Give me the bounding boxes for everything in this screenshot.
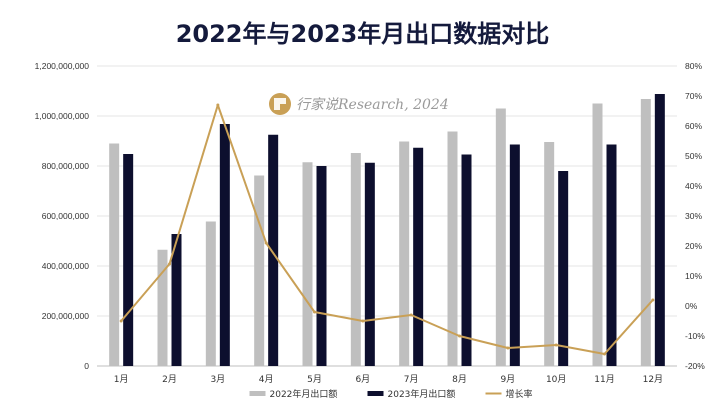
bar-2023	[606, 144, 617, 366]
bar-2022	[447, 131, 458, 366]
y-right-tick-label: -10%	[685, 331, 705, 341]
growth-rate-point	[361, 319, 365, 323]
y-left-tick-label: 400,000,000	[42, 261, 90, 271]
x-tick-label: 12月	[643, 374, 663, 385]
growth-rate-line	[120, 104, 654, 355]
legend-swatch	[367, 391, 384, 396]
growth-rate-point	[506, 346, 510, 350]
bar-2022	[640, 99, 651, 366]
bar-2023	[171, 234, 182, 366]
x-tick-label: 11月	[594, 374, 614, 385]
bar-2023	[268, 134, 279, 366]
bar-2022	[157, 249, 168, 366]
growth-rate-point	[554, 343, 558, 347]
bar-2023	[558, 171, 569, 366]
y-right-tick-label: 10%	[685, 271, 702, 281]
bar-2022	[592, 103, 603, 366]
y-left-tick-label: 200,000,000	[42, 311, 90, 321]
bar-2023	[364, 162, 375, 366]
bar-2022	[302, 162, 313, 366]
bar-2022	[544, 142, 555, 366]
x-tick-label: 4月	[259, 374, 274, 385]
y-right-tick-label: 70%	[685, 91, 702, 101]
legend: 2022年月出口额 2023年月出口额 增长率	[249, 388, 533, 400]
x-tick-label: 2月	[162, 374, 177, 385]
brand-logo-mark	[274, 98, 286, 110]
y-right-tick-label: -20%	[685, 361, 705, 371]
y-left-tick-label: 0	[84, 361, 89, 371]
growth-rate-point	[458, 334, 461, 338]
x-tick-label: 7月	[404, 374, 419, 385]
y-right-tick-label: 60%	[685, 121, 702, 131]
growth-rate-point	[119, 319, 123, 323]
y-left-tick-label: 1,200,000,000	[35, 61, 90, 71]
growth-rate-point	[603, 352, 606, 356]
bar-2022	[495, 108, 506, 366]
legend-label: 增长率	[506, 388, 533, 400]
growth-rate-point	[313, 310, 316, 314]
chart-title: 2022年与2023年月出口数据对比	[175, 20, 550, 48]
y-right-tick-label: 80%	[685, 61, 702, 71]
axis-layer: 0 200,000,000 400,000,000 600,000,000 800,00…	[35, 61, 706, 385]
y-right-tick-label: 30%	[685, 211, 702, 221]
y-left-tick-label: 1,000,000,000	[35, 111, 90, 121]
x-tick-label: 5月	[307, 374, 322, 385]
x-tick-label: 10月	[546, 374, 566, 385]
growth-rate-point	[264, 241, 268, 245]
x-tick-label: 9月	[500, 374, 515, 385]
bar-2023	[219, 124, 230, 366]
x-tick-label: 6月	[355, 374, 370, 385]
y-right-tick-label: 40%	[685, 181, 702, 191]
y-left-tick-label: 800,000,000	[42, 161, 90, 171]
bar-2022	[109, 143, 120, 366]
bar-2023	[123, 154, 134, 366]
y-right-tick-label: 20%	[685, 241, 702, 251]
x-tick-label: 8月	[452, 374, 467, 385]
bar-2022	[350, 153, 361, 366]
bar-2023	[316, 166, 327, 366]
x-tick-label: 3月	[210, 374, 225, 385]
growth-rate-point	[168, 262, 171, 266]
bars-layer	[109, 94, 665, 366]
bar-2023	[654, 94, 665, 366]
grid-layer	[97, 65, 677, 367]
bar-2023	[413, 147, 424, 366]
line-layer	[119, 103, 655, 356]
watermark-text: 行家说Research, 2024	[296, 97, 449, 113]
growth-rate-point	[651, 298, 655, 302]
y-right-tick-label: 50%	[685, 151, 702, 161]
growth-rate-point	[409, 313, 413, 317]
y-right-tick-label: 0%	[685, 301, 698, 311]
watermark: 行家说Research, 2024	[269, 93, 449, 115]
bar-2022	[205, 221, 216, 366]
growth-rate-point	[216, 103, 220, 107]
legend-label: 2022年月出口额	[270, 388, 338, 400]
y-left-tick-label: 600,000,000	[42, 211, 90, 221]
legend-swatch	[249, 391, 266, 396]
bar-2023	[509, 144, 520, 366]
bar-2023	[461, 154, 472, 366]
legend-label: 2023年月出口额	[388, 388, 456, 400]
bar-2022	[399, 141, 410, 366]
x-tick-label: 1月	[114, 374, 129, 385]
bar-2022	[254, 175, 265, 366]
